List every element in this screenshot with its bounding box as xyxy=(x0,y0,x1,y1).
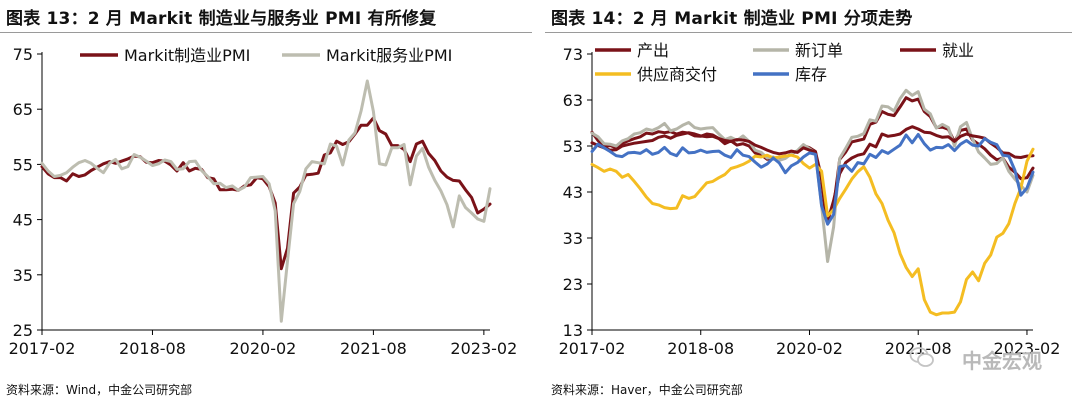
x-tick-label: 2023-02 xyxy=(994,339,1061,358)
x-tick-label: 2017-02 xyxy=(559,339,626,358)
chart-panel-13: 图表 13：2 月 Markit 制造业与服务业 PMI 有所修复 25 35 45… xyxy=(0,9,532,397)
legend-label: 新订单 xyxy=(795,41,843,60)
title-divider xyxy=(0,32,532,33)
legend-label: 库存 xyxy=(795,65,827,84)
x-tick-label: 2023-02 xyxy=(450,339,517,358)
legend-label: Markit服务业PMI xyxy=(326,46,452,65)
x-tick-label: 2018-08 xyxy=(119,339,186,358)
x-tick-label: 2017-02 xyxy=(9,339,76,358)
x-tick-label: 2021-08 xyxy=(340,339,407,358)
x-tick-label: 2020-02 xyxy=(776,339,843,358)
y-tick-label: 13 xyxy=(563,321,583,340)
series-line-5 xyxy=(590,133,1035,226)
legend-label: 产出 xyxy=(637,41,669,60)
title-divider xyxy=(545,32,1072,33)
chart-source: 资料来源：Wind，中金公司研究部 xyxy=(6,383,193,397)
series-line-2 xyxy=(40,79,492,323)
series-line-2 xyxy=(590,88,1035,263)
chart-title: 图表 14：2 月 Markit 制造业 PMI 分项走势 xyxy=(551,9,913,29)
y-tick-label: 43 xyxy=(563,183,583,202)
series-line-3 xyxy=(590,125,1035,223)
y-tick-label: 63 xyxy=(563,91,583,110)
y-tick-label: 25 xyxy=(13,321,33,340)
series-line-1 xyxy=(40,116,492,271)
legend-label: 供应商交付 xyxy=(637,65,717,84)
legend-label: Markit制造业PMI xyxy=(124,46,250,65)
chart-source: 资料来源：Haver，中金公司研究部 xyxy=(551,383,743,397)
y-tick-label: 35 xyxy=(13,266,33,285)
legend-label: 就业 xyxy=(942,41,974,60)
y-tick-label: 73 xyxy=(563,45,583,64)
x-tick-label: 2020-02 xyxy=(230,339,297,358)
y-tick-label: 65 xyxy=(13,100,33,119)
y-tick-label: 33 xyxy=(563,229,583,248)
watermark: 中金宏观 xyxy=(962,349,1042,373)
y-tick-label: 75 xyxy=(13,45,33,64)
series-line-4 xyxy=(590,147,1035,317)
chart-13-svg: 25 35 45 55 65 75 2017-02 2018-08 2020-02 2021-08… xyxy=(9,45,518,358)
y-tick-label: 53 xyxy=(563,137,583,156)
x-tick-label: 2018-08 xyxy=(667,339,734,358)
wechat-logo-icon xyxy=(909,347,934,367)
y-tick-label: 45 xyxy=(13,211,33,230)
y-tick-label: 55 xyxy=(13,155,33,174)
chart-title: 图表 13：2 月 Markit 制造业与服务业 PMI 有所修复 xyxy=(6,9,437,29)
series-line-1 xyxy=(590,96,1035,219)
y-tick-label: 23 xyxy=(563,275,583,294)
